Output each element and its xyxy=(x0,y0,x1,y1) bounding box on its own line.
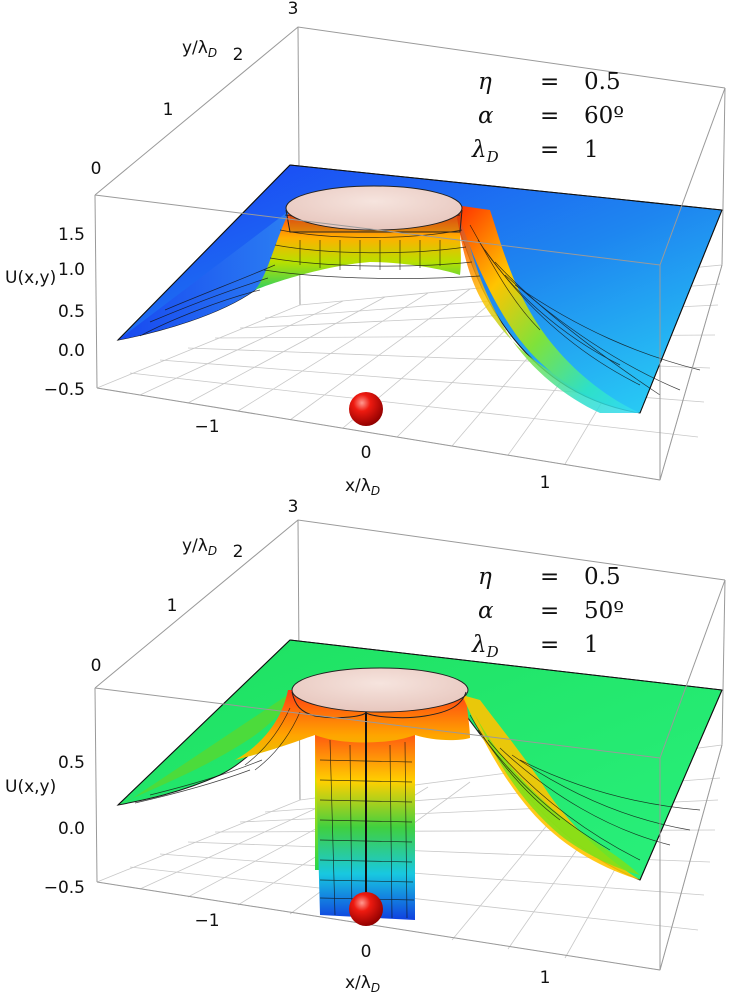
panel-2-box-front xyxy=(94,579,726,971)
panel-1-z-tick: 0.0 xyxy=(58,341,85,361)
panel-1-param-lambda-eq: = xyxy=(540,137,559,163)
panel-1-param-alpha-eq: = xyxy=(540,103,559,129)
panel-1-x-axis-label: x/λD xyxy=(345,476,380,498)
panel-1-z-tick: 1.0 xyxy=(58,260,85,280)
panel-1-z-tick: 0.5 xyxy=(58,302,85,322)
panel-1-y-tick: 0 xyxy=(91,159,102,179)
panel-1-z-tick: 1.5 xyxy=(58,225,85,245)
panel-1-y-tick: 2 xyxy=(233,45,244,65)
panel-1-y-tick: 1 xyxy=(163,100,174,120)
panel-2-z-tick: 0.0 xyxy=(58,819,85,839)
panel-1-x-tick: −1 xyxy=(194,417,219,437)
panel-1-y-ticks: 0 1 2 3 xyxy=(91,0,299,179)
panel-2-y-tick: 3 xyxy=(288,497,299,517)
panel-2-z-tick: −0.5 xyxy=(44,878,85,898)
panel-2-param-eta-symbol: η xyxy=(478,564,492,590)
panel-2-y-axis-label: y/λD xyxy=(182,536,217,558)
panel-1: 1.5 1.0 0.5 0.0 −0.5 U(x,y) 0 1 2 3 y/λD… xyxy=(5,0,726,498)
panel-2-parameters: η = 0.5 α = 50º λD = 1 xyxy=(471,564,624,661)
panel-1-param-alpha-value: 60º xyxy=(584,103,624,129)
panel-2-x-axis-label: x/λD xyxy=(345,973,380,995)
panel-2-y-ticks: 0 1 2 3 xyxy=(91,497,299,676)
panel-1-y-axis-label: y/λD xyxy=(182,38,217,60)
panel-1-z-axis-label: U(x,y) xyxy=(5,268,56,288)
panel-1-z-ticks: 1.5 1.0 0.5 0.0 −0.5 xyxy=(44,225,85,400)
panel-2-z-ticks: 0.5 0.0 −0.5 xyxy=(44,753,85,898)
panel-2-param-alpha-value: 50º xyxy=(584,598,624,624)
panel-2-param-alpha-symbol: α xyxy=(478,598,494,624)
panel-1-x-tick: 1 xyxy=(540,473,551,493)
panel-1-x-tick: 0 xyxy=(361,443,372,463)
panel-1-param-lambda-value: 1 xyxy=(584,137,599,163)
panel-1-param-lambda-symbol: λD xyxy=(471,137,499,166)
panel-1-z-tick: −0.5 xyxy=(44,380,85,400)
panel-1-box-front xyxy=(94,87,726,481)
panel-2-y-tick: 0 xyxy=(91,656,102,676)
panel-2-param-alpha-eq: = xyxy=(540,598,559,624)
panel-1-surface xyxy=(116,164,723,414)
panel-2-param-lambda-value: 1 xyxy=(584,632,599,658)
panel-1-parameters: η = 0.5 α = 60º λD = 1 xyxy=(471,69,624,166)
panel-2: 0.5 0.0 −0.5 U(x,y) 0 1 2 3 y/λD −1 0 1 … xyxy=(5,497,726,995)
panel-2-y-tick: 1 xyxy=(167,596,178,616)
panel-2-z-axis-label: U(x,y) xyxy=(5,777,56,797)
panel-2-param-eta-value: 0.5 xyxy=(584,564,621,590)
panel-2-y-tick: 2 xyxy=(233,542,244,562)
panel-2-x-tick: 1 xyxy=(540,968,551,988)
panel-2-particle xyxy=(349,892,383,926)
panel-2-x-tick: −1 xyxy=(194,911,219,931)
panel-2-param-eta-eq: = xyxy=(540,564,559,590)
panel-2-surface xyxy=(116,639,723,920)
panel-2-z-tick: 0.5 xyxy=(58,753,85,773)
panel-1-param-eta-symbol: η xyxy=(478,69,492,95)
panel-1-x-ticks: −1 0 1 xyxy=(194,417,550,493)
panel-1-y-tick: 3 xyxy=(288,0,299,19)
panel-2-param-lambda-eq: = xyxy=(540,632,559,658)
panel-1-param-alpha-symbol: α xyxy=(478,103,494,129)
panel-1-param-eta-value: 0.5 xyxy=(584,69,621,95)
panel-1-param-eta-eq: = xyxy=(540,69,559,95)
panel-2-param-lambda-symbol: λD xyxy=(471,632,499,661)
panel-2-x-ticks: −1 0 1 xyxy=(194,911,550,988)
panel-2-x-tick: 0 xyxy=(361,942,372,962)
panel-1-particle xyxy=(349,392,383,426)
